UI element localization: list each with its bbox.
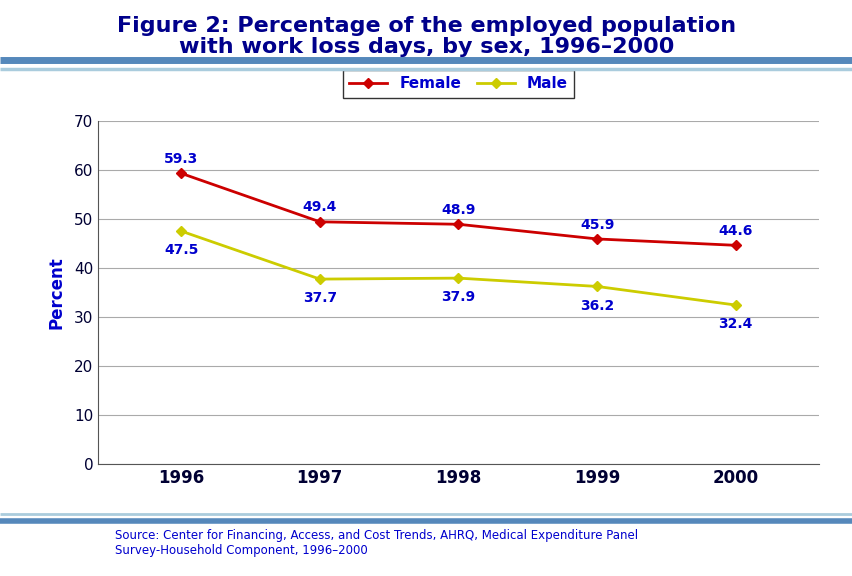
Text: 48.9: 48.9 <box>440 203 475 217</box>
Text: Figure 2: Percentage of the employed population: Figure 2: Percentage of the employed pop… <box>117 16 735 36</box>
Text: 37.7: 37.7 <box>302 291 337 305</box>
Y-axis label: Percent: Percent <box>48 256 66 329</box>
Text: 36.2: 36.2 <box>579 299 613 313</box>
Text: with work loss days, by sex, 1996–2000: with work loss days, by sex, 1996–2000 <box>179 37 673 57</box>
Text: 44.6: 44.6 <box>717 224 752 238</box>
Text: 45.9: 45.9 <box>579 218 613 232</box>
Text: 47.5: 47.5 <box>164 244 199 257</box>
Legend: Female, Male: Female, Male <box>343 70 573 97</box>
Text: 32.4: 32.4 <box>717 317 752 331</box>
Text: 37.9: 37.9 <box>440 290 475 304</box>
Text: Source: Center for Financing, Access, and Cost Trends, AHRQ, Medical Expenditure: Source: Center for Financing, Access, an… <box>115 529 637 557</box>
Text: 59.3: 59.3 <box>164 152 199 166</box>
Text: 49.4: 49.4 <box>302 200 337 214</box>
